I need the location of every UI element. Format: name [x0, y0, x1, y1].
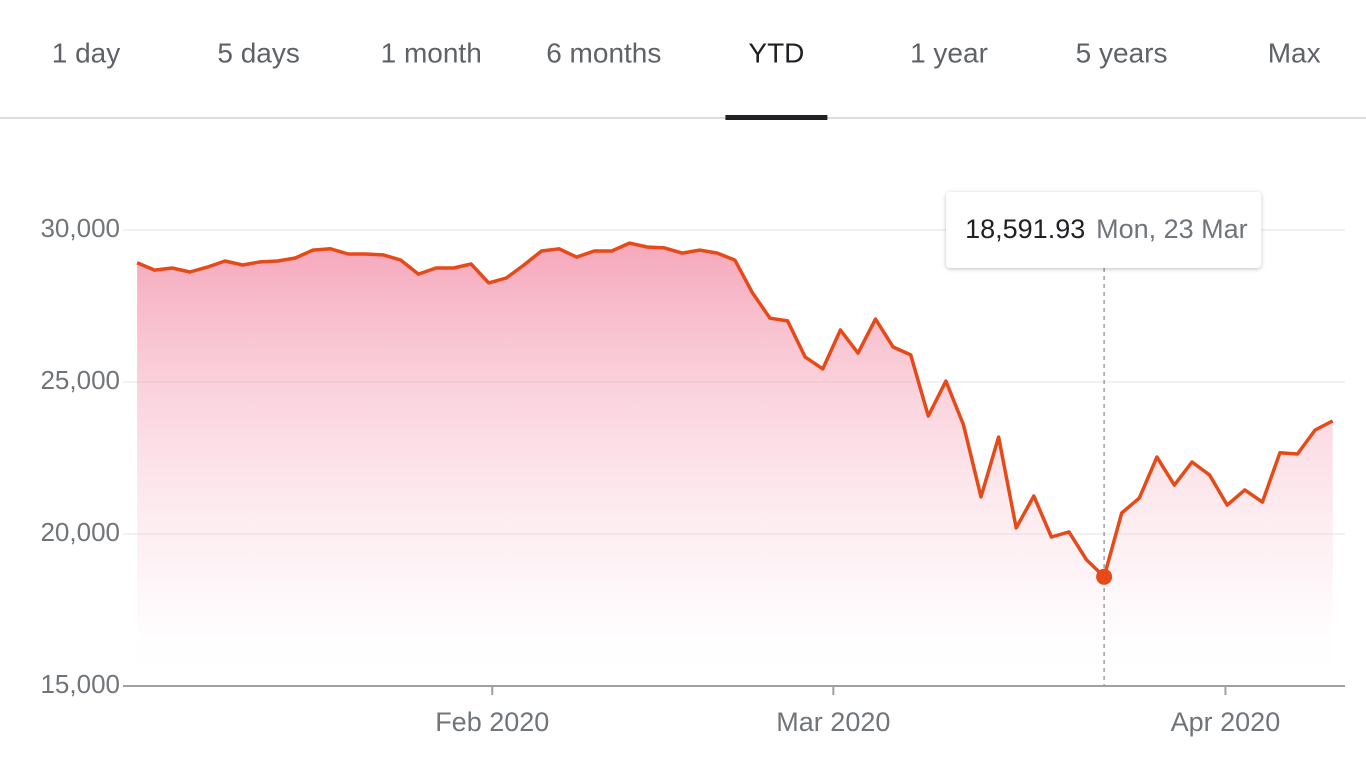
- x-tick-label: Feb 2020: [435, 707, 549, 737]
- chart: 15,000 20,000 25,000 30,000 Feb 2020 Mar 2020…: [40, 192, 1345, 737]
- y-tick-label: 25,000: [40, 365, 120, 395]
- tab[interactable]: YTD: [748, 37, 804, 68]
- tab[interactable]: Max: [1268, 37, 1321, 68]
- range-tabs: 1 day 5 days 1 month 6 months YTD 1 year 5 yea…: [52, 37, 1321, 120]
- tab[interactable]: 5 years: [1076, 37, 1168, 68]
- tab[interactable]: 1 day: [52, 37, 121, 68]
- tab-underline: [725, 115, 828, 120]
- tab[interactable]: 5 days: [217, 37, 300, 68]
- area: [137, 243, 1333, 686]
- y-tick-label: 30,000: [40, 213, 120, 243]
- tooltip-date: Mon, 23 Mar: [1096, 214, 1248, 244]
- tooltip-value: 18,591.93: [965, 214, 1085, 244]
- x-tick-label: Mar 2020: [776, 707, 890, 737]
- hover-point: [1096, 568, 1113, 585]
- tab[interactable]: 1 month: [381, 37, 482, 68]
- price-line: [136, 241, 1334, 579]
- tooltip: [946, 192, 1262, 268]
- tab[interactable]: 6 months: [546, 37, 661, 68]
- y-tick-label: 15,000: [40, 669, 120, 699]
- y-tick-label: 20,000: [40, 517, 120, 547]
- x-tick-label: Apr 2020: [1171, 707, 1281, 737]
- tab[interactable]: 1 year: [910, 37, 988, 68]
